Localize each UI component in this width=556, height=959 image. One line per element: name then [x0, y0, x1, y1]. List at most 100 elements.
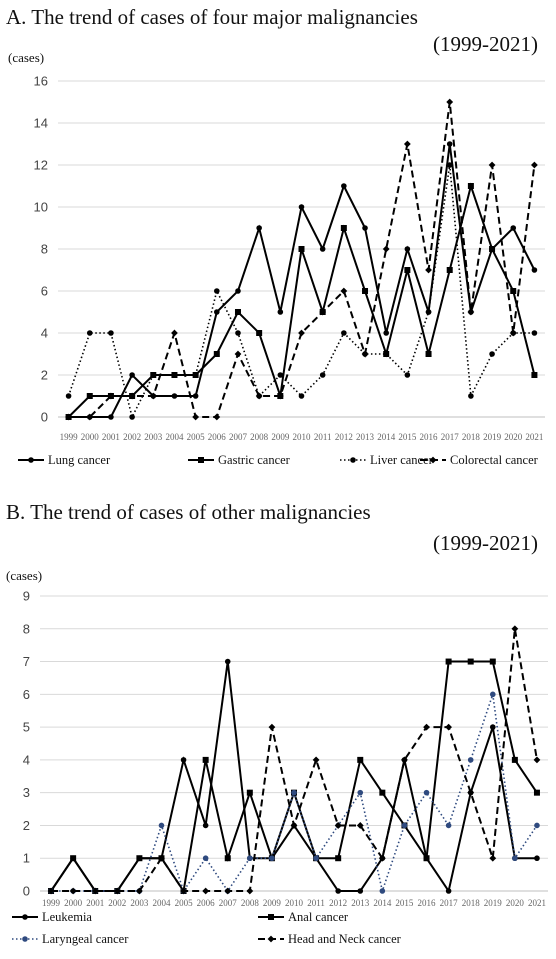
chart-a-data-point: [213, 413, 221, 421]
chart-a-x-tick-label: 2006: [208, 432, 227, 442]
chart-b-x-tick-label: 2018: [462, 898, 481, 908]
chart-b-data-point: [246, 887, 254, 895]
chart-b-data-point: [291, 789, 297, 796]
chart-b-data-point: [334, 822, 342, 829]
chart-a-data-point: [256, 330, 263, 336]
chart-a-y-tick-label: 12: [34, 158, 48, 173]
chart-a-x-tick-label: 2013: [356, 432, 375, 442]
chart-a-x-tick-label: 2001: [102, 432, 120, 442]
chart-a-data-point: [192, 413, 200, 421]
chart-b-data-point: [489, 724, 496, 730]
chart-b-data-point: [423, 855, 430, 862]
chart-b-data-point: [91, 887, 99, 895]
chart-b-x-tick-label: 2006: [197, 898, 216, 908]
chart-b-data-point: [202, 855, 209, 862]
chart-b-x-tick-label: 2002: [108, 898, 126, 908]
chart-b-y-tick-label: 5: [23, 720, 30, 735]
chart-b-data-point: [401, 822, 408, 829]
chart-b-data-point: [356, 822, 364, 829]
chart-a-data-point: [404, 246, 411, 252]
chart-b-data-point: [357, 756, 364, 763]
chart-a-data-point: [362, 225, 368, 231]
chart-b-y-tick-label: 4: [23, 752, 30, 767]
chart-b-title-line2: (1999-2021): [433, 531, 538, 555]
chart-a-data-point: [65, 393, 72, 399]
chart-a-data-point: [256, 225, 262, 231]
chart-b-x-tick-label: 2000: [64, 898, 83, 908]
chart-a-data-point: [86, 330, 93, 336]
chart-a-data-point: [446, 267, 453, 273]
chart-b-data-point: [158, 822, 165, 829]
chart-b-data-point: [180, 757, 187, 763]
chart-a-data-point: [531, 161, 538, 169]
chart-a-data-point: [86, 413, 94, 421]
chart-a-data-point: [531, 330, 538, 336]
chart-a-x-tick-label: 2012: [335, 432, 353, 442]
chart-a-data-point: [468, 393, 474, 399]
chart-b-y-tick-label: 3: [23, 785, 30, 800]
chart-a-data-point: [319, 308, 327, 316]
chart-b-data-point: [224, 855, 231, 862]
chart-a-data-point: [340, 287, 348, 295]
chart-b-x-tick-label: 2011: [307, 898, 325, 908]
chart-b-x-tick-label: 2016: [418, 898, 437, 908]
chart-a-data-point: [129, 372, 135, 378]
chart-a-x-tick-label: 2010: [293, 432, 312, 442]
legend-entry-label: Colorectal cancer: [450, 453, 539, 467]
chart-b-data-point: [335, 888, 341, 894]
chart-a-data-point: [108, 414, 114, 420]
chart-a-data-point: [404, 372, 411, 378]
chart-b-data-point: [70, 855, 77, 862]
chart-b-data-point: [224, 658, 231, 665]
legend-marker: [28, 457, 34, 463]
chart-a-data-point: [531, 267, 538, 273]
chart-a-x-tick-label: 2020: [504, 432, 523, 442]
chart-b-data-point: [511, 756, 518, 763]
chart-a-data-point: [107, 392, 115, 400]
chart-a-series-line-0: [68, 143, 536, 418]
chart-a-title-line2: (1999-2021): [433, 32, 538, 56]
chart-a-data-point: [319, 246, 326, 252]
chart-b-data-point: [489, 691, 496, 698]
legend-marker: [350, 457, 356, 463]
chart-a-x-tick-label: 2017: [441, 432, 460, 442]
chart-b-x-tick-label: 2007: [219, 898, 238, 908]
chart-b-x-tick-label: 2001: [86, 898, 104, 908]
chart-a-data-point: [467, 183, 474, 189]
chart-a-y-tick-label: 0: [41, 410, 48, 425]
chart-a-data-point: [425, 351, 432, 357]
chart-b-x-tick-label: 2015: [395, 898, 414, 908]
chart-a-x-tick-label: 2002: [123, 432, 141, 442]
chart-a-data-point: [383, 351, 389, 357]
chart-b-data-point: [202, 822, 209, 829]
chart-b-y-tick-label: 9: [23, 589, 30, 604]
chart-b-x-tick-label: 2005: [175, 898, 194, 908]
chart-b-data-point: [534, 822, 540, 829]
legend-marker: [22, 936, 28, 942]
chart-a-data-point: [510, 288, 517, 294]
chart-b-data-point: [423, 723, 430, 731]
legend-marker: [429, 456, 437, 464]
chart-b-x-tick-label: 2012: [329, 898, 347, 908]
chart-a-x-tick-label: 2008: [250, 432, 269, 442]
chart-b-x-tick-label: 2013: [351, 898, 370, 908]
chart-a-data-point: [192, 372, 199, 378]
chart-a-data-point: [298, 204, 305, 210]
chart-b-data-point: [247, 855, 253, 862]
chart-a-y-tick-label: 6: [41, 284, 48, 299]
chart-b-y-tick-label: 6: [23, 687, 30, 702]
chart-a-data-point: [382, 245, 390, 253]
chart-a-x-tick-label: 2015: [398, 432, 417, 442]
chart-a-data-point: [446, 162, 453, 168]
chart-b-data-point: [445, 888, 452, 894]
chart-b-data-point: [378, 854, 386, 862]
legend-entry-label: Liver cancer: [370, 453, 434, 467]
legend-marker: [267, 935, 275, 943]
chart-a-data-point: [319, 372, 326, 378]
chart-a-data-point: [171, 393, 178, 399]
chart-a-data-point: [255, 392, 263, 400]
legend-entry-label: Anal cancer: [288, 910, 349, 924]
chart-a-data-point: [446, 98, 454, 106]
